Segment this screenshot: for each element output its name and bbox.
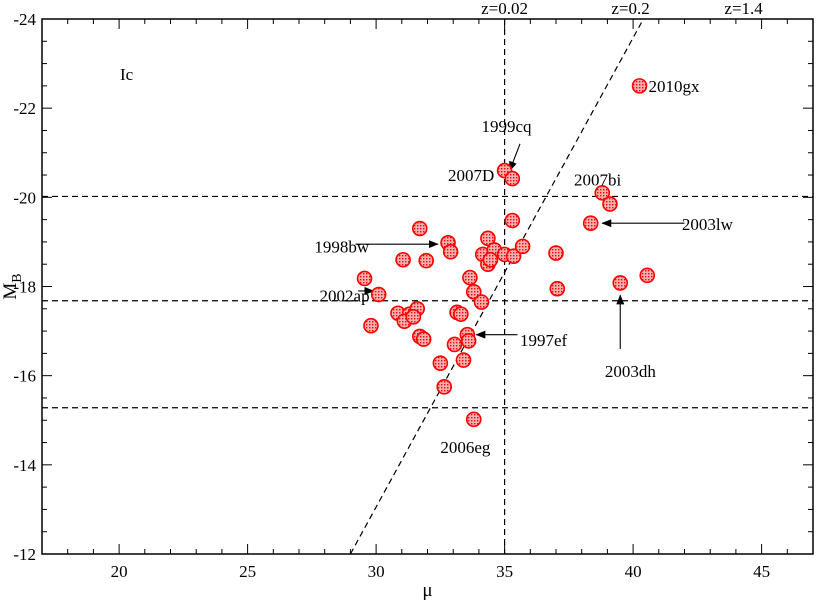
point-annotation: 2002ap [320, 286, 370, 305]
data-point [514, 238, 531, 255]
data-point [442, 243, 459, 260]
data-point [482, 251, 499, 268]
point-annotation: 2007D [448, 166, 494, 185]
x-tick-label: 35 [496, 562, 513, 581]
data-point [465, 411, 482, 428]
data-point [639, 267, 656, 284]
point-annotation: 2010gx [649, 77, 701, 96]
redshift-label: z=0.2 [611, 0, 649, 18]
data-point [415, 331, 432, 347]
y-tick-label: -18 [13, 278, 36, 297]
point-annotation: 2006eg [440, 438, 491, 457]
y-tick-label: -16 [13, 367, 36, 386]
data-point [411, 220, 428, 237]
redshift-label: z=1.4 [724, 0, 763, 18]
data-point [418, 252, 435, 269]
data-point [436, 379, 453, 395]
y-tick-label: -14 [13, 456, 36, 475]
data-point [432, 355, 449, 371]
axis-ticks [41, 18, 814, 555]
point-annotation: 2003lw [682, 215, 734, 234]
data-point [505, 248, 522, 264]
x-tick-label: 30 [368, 562, 385, 581]
point-annotation: 2003dh [605, 362, 657, 381]
data-point [480, 230, 496, 247]
x-tick-label: 40 [625, 562, 642, 581]
y-axis-title-subscript: B [10, 273, 25, 282]
annotation-arrow [509, 143, 521, 172]
reference-lines [42, 18, 813, 555]
redshift-labels: z=0.02 z=0.2 z=1.4 [481, 0, 763, 18]
data-point [446, 336, 463, 353]
y-axis-title: MB [0, 273, 25, 299]
point-annotations: 2010gx 1999cq 2007D 2007bi 2003lw 1998bw 2002a… [314, 77, 733, 457]
data-point [356, 270, 373, 287]
data-point [548, 245, 564, 261]
x-tick-label: 20 [111, 562, 128, 581]
point-annotation: 2007bi [574, 171, 622, 190]
y-tick-label: -12 [13, 545, 36, 564]
data-point [405, 309, 422, 325]
data-point [465, 284, 482, 300]
diagonal-dashed-line [349, 18, 644, 555]
point-annotation: 1998bw [314, 237, 370, 256]
data-point [631, 78, 648, 94]
data-point [612, 275, 629, 291]
data-point [473, 294, 490, 310]
data-point [453, 306, 469, 322]
data-point [504, 170, 521, 187]
point-annotation: 1999cq [481, 117, 532, 136]
y-tick-label: -22 [13, 99, 36, 118]
data-point [602, 196, 618, 212]
x-tick-label: 45 [753, 562, 770, 581]
data-point [370, 286, 387, 303]
data-point [549, 280, 566, 297]
panel-label: Ic [120, 65, 134, 84]
data-point [395, 251, 411, 268]
data-point [594, 185, 611, 201]
data-points [356, 78, 656, 428]
y-tick-label: -24 [13, 10, 36, 29]
tick-labels: 20 25 30 35 40 45 -24 -22 -20 -18 -16 -14 -12 [13, 10, 770, 581]
data-point [363, 317, 379, 334]
x-axis-title: μ [422, 580, 432, 601]
annotation-arrows [355, 143, 685, 349]
x-tick-label: 25 [239, 562, 256, 581]
y-axis-title-main: M [0, 283, 21, 300]
point-annotation: 1997ef [520, 331, 568, 350]
plot-frame [41, 18, 814, 555]
redshift-label: z=0.02 [481, 0, 528, 18]
y-tick-label: -20 [13, 188, 36, 207]
data-point [582, 215, 599, 231]
data-point [455, 352, 472, 368]
data-point [504, 212, 521, 229]
data-point [462, 269, 478, 286]
data-point [460, 333, 477, 349]
